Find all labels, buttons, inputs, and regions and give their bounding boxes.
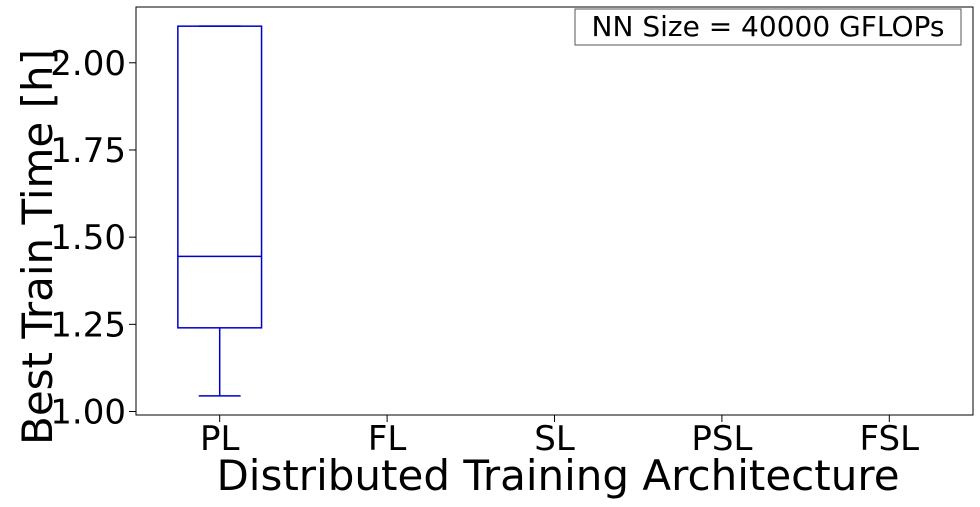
y-tick-label: 1.00 [50,393,126,433]
box-pl [177,25,263,397]
x-tick-label: SL [534,419,575,459]
y-tick-label: 1.25 [50,305,126,345]
y-axis-ticks: 1.00 1.25 1.50 1.75 2.00 [50,44,136,433]
y-tick-label: 1.50 [50,218,126,258]
x-tick-label: FL [368,419,407,459]
annotation-frame [574,8,962,46]
y-tick-label: 2.00 [50,44,126,84]
annotation-box: NN Size = 40000 GFLOPs [574,8,962,46]
box-series [177,25,263,397]
y-tick-label: 1.75 [50,131,126,171]
x-axis-ticks: PL FL SL PSL FSL [200,415,919,459]
y-axis-title: Best Train Time [h] [13,49,62,445]
annotation-text: NN Size = 40000 GFLOPs [592,10,945,43]
x-tick-label: FSL [860,419,920,459]
x-axis-title: Distributed Training Architecture [216,451,899,500]
plot-area [135,6,974,416]
x-tick-label: PSL [691,419,752,459]
x-tick-label: PL [200,419,240,459]
